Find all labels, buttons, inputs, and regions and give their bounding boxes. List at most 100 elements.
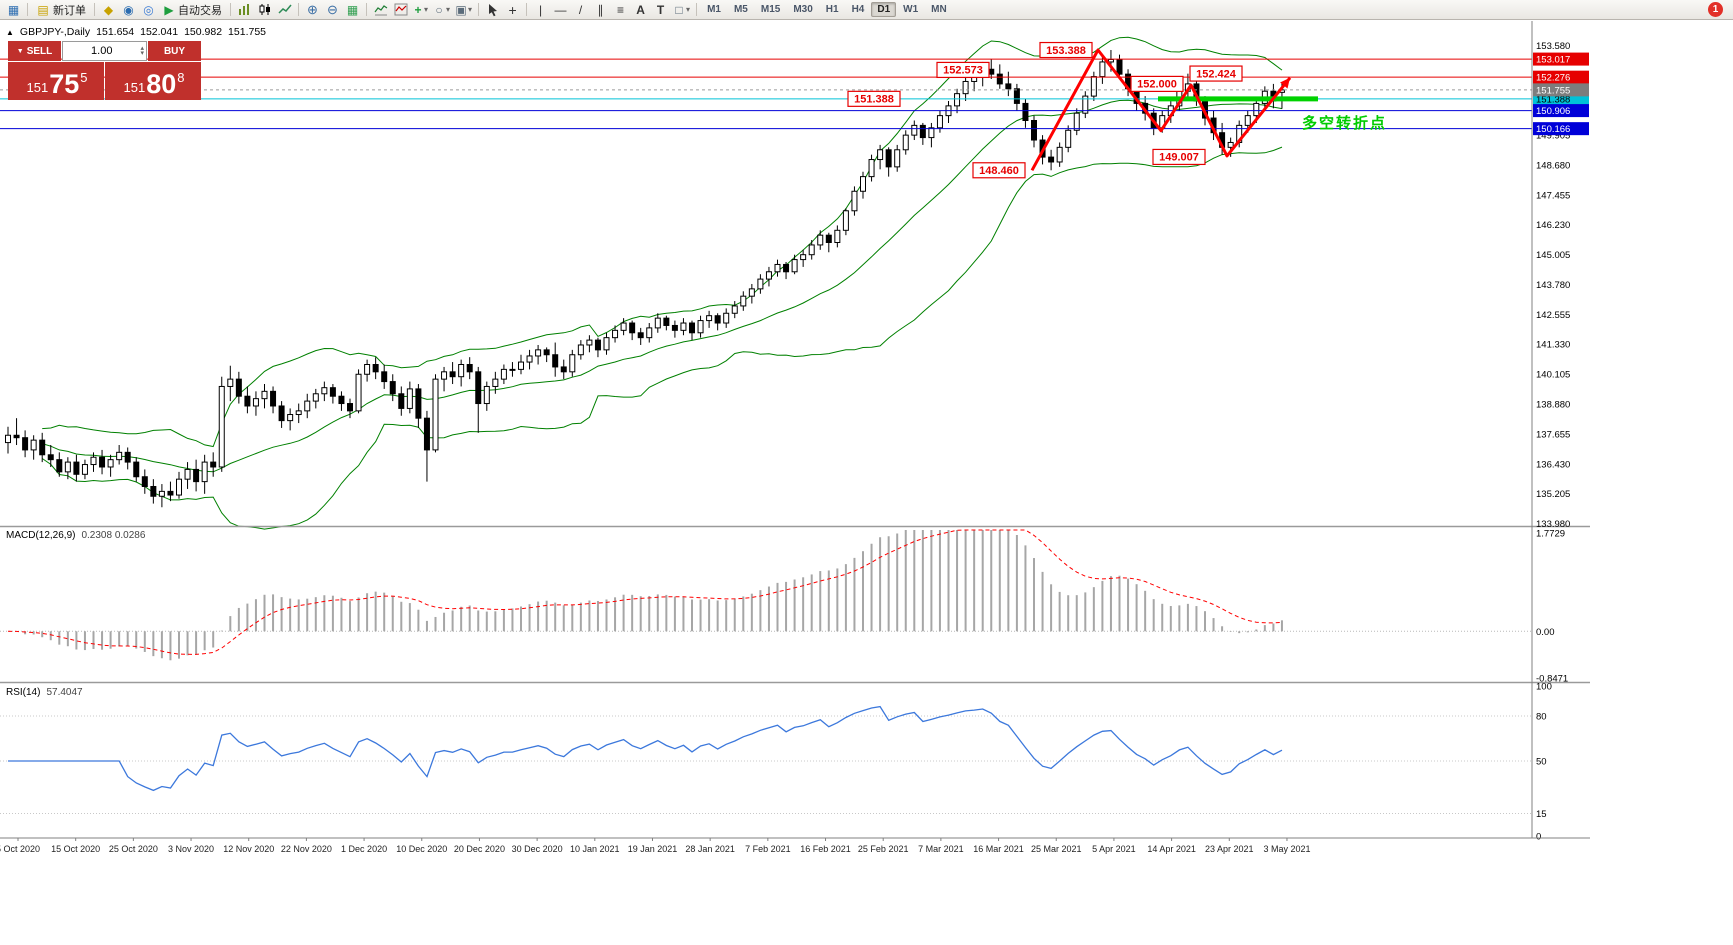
svg-text:146.230: 146.230 [1536,220,1570,231]
add-indicator-icon: + [414,2,422,17]
main-toolbar: ▦ ▤ 新订单 ◆ ◉ ◎ ▶ 自动交易 ⊕ ⊖ ▦ [0,0,1733,20]
svg-text:145.005: 145.005 [1536,250,1570,261]
one-click-trading-panel: ▼ SELL ▴ ▾ BUY 151 75 5 [8,41,201,100]
cursor-icon[interactable] [483,2,502,18]
buy-button[interactable]: BUY [148,41,201,61]
volume-spinner: ▴ ▾ [140,45,146,57]
collapse-panel-icon[interactable]: ▼ [16,47,24,55]
timeframe-m15[interactable]: M15 [760,4,781,15]
svg-text:0.00: 0.00 [1536,627,1555,638]
chart-window-icon[interactable]: ▦ [7,2,20,17]
svg-text:149.905: 149.905 [1536,131,1570,142]
svg-text:152.276: 152.276 [1536,73,1570,84]
dropdown-arrow-icon: ▾ [424,5,429,14]
svg-text:147.455: 147.455 [1536,190,1570,201]
dropdown-arrow-icon: ▾ [468,5,473,14]
svg-text:7 Feb 2021: 7 Feb 2021 [745,844,791,854]
shapes-dropdown[interactable]: □ ▾ [671,2,692,18]
toolbar-separator [526,3,528,16]
svg-text:150.166: 150.166 [1536,124,1570,135]
svg-text:0: 0 [1536,832,1541,843]
template-dropdown[interactable]: ▣ ▾ [453,2,474,18]
svg-text:100: 100 [1536,682,1552,693]
volume-input[interactable] [63,44,141,58]
sell-price[interactable]: 151 75 5 [8,62,104,100]
sell-button-label: SELL [26,45,53,57]
text-tool-icon[interactable]: A [636,2,645,17]
news-icon[interactable]: ◎ [143,2,154,17]
bar-chart-icon[interactable] [235,2,254,18]
notification-badge[interactable]: 1 [1708,2,1723,17]
horizontal-line-tool-icon[interactable]: — [554,2,567,17]
channel-tool-icon[interactable]: ∥ [597,2,604,17]
line-chart-icon[interactable] [275,2,294,18]
sell-button[interactable]: ▼ SELL [8,41,61,61]
toolbar-separator [94,3,95,16]
timeframe-m5[interactable]: M5 [733,4,748,15]
zoom-out-icon[interactable]: ⊖ [327,1,338,17]
sell-price-big: 75 [49,69,80,99]
crosshair-icon[interactable]: + [508,1,517,18]
buy-price-big: 80 [146,69,177,99]
svg-text:25 Oct 2020: 25 Oct 2020 [109,844,158,854]
timeframe-dropdown[interactable]: ○ ▾ [431,2,452,18]
volume-up-icon[interactable]: ▴ [140,45,144,52]
svg-text:148.460: 148.460 [979,165,1019,177]
ohlc-open: 151.654 [96,26,135,38]
timeframe-m1[interactable]: M1 [707,4,721,15]
svg-text:151.388: 151.388 [854,94,894,106]
svg-text:20 Dec 2020: 20 Dec 2020 [454,844,505,854]
timeframe-mn[interactable]: MN [931,4,947,15]
tile-windows-icon[interactable]: ▦ [346,2,359,17]
expert-advisors-icon[interactable]: ◆ [103,2,114,17]
ohlc-low: 150.982 [184,26,223,38]
new-order-label: 新订单 [53,4,86,17]
buy-button-label: BUY [163,45,186,57]
candlestick-chart-icon[interactable] [255,2,274,18]
svg-text:153.017: 153.017 [1536,55,1570,66]
trendline-tool-icon[interactable]: / [578,2,583,17]
market-watch-icon[interactable]: ◉ [123,2,134,17]
buy-price[interactable]: 151 80 8 [105,62,201,100]
template-icon: ▣ [455,2,467,17]
svg-text:5 Oct 2020: 5 Oct 2020 [0,844,40,854]
toolbar-separator [27,3,28,16]
clock-icon: ○ [435,2,443,17]
zoom-in-icon[interactable]: ⊕ [307,1,318,17]
fibonacci-tool-icon[interactable]: ≡ [617,2,625,17]
svg-text:80: 80 [1536,712,1547,723]
svg-text:152.424: 152.424 [1196,68,1237,80]
svg-text:14 Apr 2021: 14 Apr 2021 [1147,844,1196,854]
timeframe-w1[interactable]: W1 [903,4,919,15]
svg-text:30 Dec 2020: 30 Dec 2020 [512,844,563,854]
timeframe-h1[interactable]: H1 [825,4,839,15]
sell-price-prefix: 151 [26,80,49,95]
new-order-button[interactable]: ▤ 新订单 [32,1,90,19]
price-axis[interactable]: 153.580 149.905 148.680 147.455 146.230 145.0… [1531,21,1589,843]
svg-text:153.580: 153.580 [1536,41,1570,52]
timeframe-m30[interactable]: M30 [793,4,813,15]
auto-trading-label: 自动交易 [178,4,222,17]
auto-trading-button[interactable]: ▶ 自动交易 [159,1,226,19]
indicator-windows-icon[interactable] [391,2,410,18]
svg-text:50: 50 [1536,757,1547,768]
timeframe-d1[interactable]: D1 [871,2,897,17]
svg-text:7 Mar 2021: 7 Mar 2021 [918,844,964,854]
label-tool-icon[interactable]: T [656,2,665,17]
svg-text:150.906: 150.906 [1536,106,1570,117]
volume-down-icon[interactable]: ▾ [140,50,144,57]
trade-panel-top-row: ▼ SELL ▴ ▾ BUY [8,41,201,61]
chart-canvas[interactable]: 153.388 152.573 152.424 152.000 151.388 149.0… [0,21,1590,859]
vertical-line-tool-icon[interactable]: | [538,2,543,17]
svg-text:153.388: 153.388 [1046,45,1086,57]
add-indicator-dropdown[interactable]: + ▾ [411,2,430,18]
macd-name: MACD(12,26,9) [6,530,76,541]
indicators-icon[interactable] [371,2,390,18]
chart-window: 153.388 152.573 152.424 152.000 151.388 149.0… [0,21,1590,859]
date-axis[interactable]: 5 Oct 2020 15 Oct 2020 25 Oct 2020 3 Nov 20… [0,837,1590,854]
svg-text:15 Oct 2020: 15 Oct 2020 [51,844,100,854]
timeframe-h4[interactable]: H4 [851,4,865,15]
svg-text:22 Nov 2020: 22 Nov 2020 [281,844,332,854]
svg-text:3 Nov 2020: 3 Nov 2020 [168,844,214,854]
